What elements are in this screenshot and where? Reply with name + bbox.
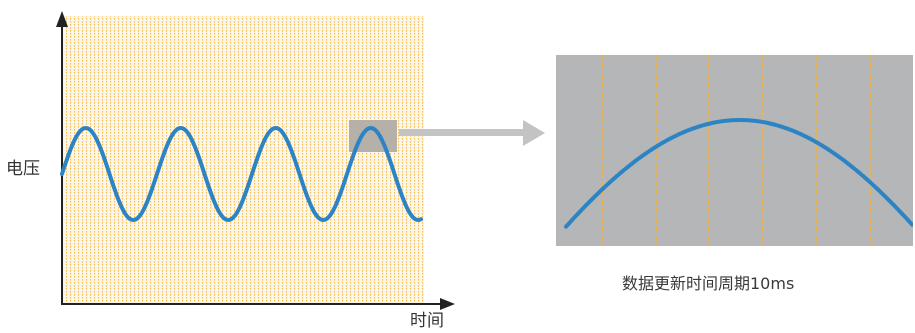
sample-update-lines: [602, 55, 871, 246]
zoom-panel: [556, 55, 913, 246]
sampling-grid: [62, 16, 424, 303]
y-axis-arrowhead-icon: [56, 11, 68, 27]
zoomed-waveform: [564, 118, 913, 229]
x-axis-label: 时间: [410, 311, 444, 331]
zoom-arrow-shaft: [399, 129, 527, 136]
axes: [56, 11, 455, 310]
voltage-waveform: [60, 125, 423, 223]
y-axis-label: 电压: [6, 159, 40, 179]
zoom-caption: 数据更新时间周期10ms: [622, 274, 795, 293]
right-arrow-icon: [523, 120, 545, 146]
x-axis-arrowhead-icon: [440, 298, 455, 310]
zoom-panel-background: [556, 55, 913, 246]
zoom-arrow: [399, 120, 545, 146]
